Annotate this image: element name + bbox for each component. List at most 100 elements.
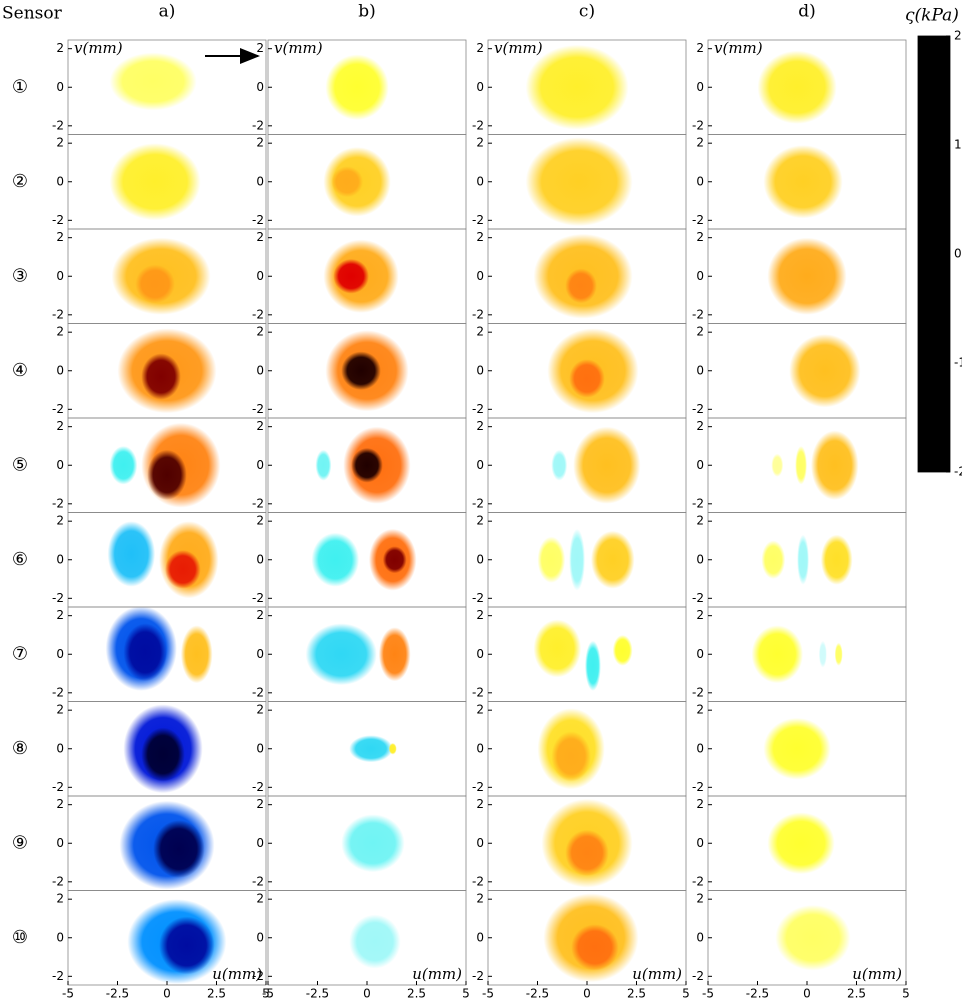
panel: [349, 914, 401, 969]
heat-blob: [349, 914, 401, 969]
y-axis-label: v(mm): [714, 39, 763, 57]
panel-frame: [487, 512, 687, 608]
y-tick-label: 0: [696, 174, 704, 188]
y-tick-label: -2: [52, 685, 64, 699]
y-tick-label: 0: [696, 930, 704, 944]
heat-blob: [569, 359, 605, 398]
heat-blob: [573, 426, 641, 504]
heat-blob: [571, 924, 619, 971]
row-label: ⑧: [12, 738, 28, 759]
y-tick-label: -2: [252, 496, 264, 510]
y-tick-label: 0: [56, 836, 64, 850]
column-label: d): [798, 2, 816, 22]
panel-frame: [267, 512, 467, 608]
panel: [325, 54, 389, 121]
panel: [525, 137, 633, 227]
heat-blob: [761, 540, 786, 580]
heat-blob: [141, 353, 181, 400]
panel: [541, 798, 633, 888]
x-tick-label: 2.5: [847, 987, 866, 1000]
y-tick-label: -2: [52, 969, 64, 983]
y-tick-label: -2: [472, 402, 484, 416]
panel: [771, 430, 859, 500]
y-tick-label: 2: [56, 41, 64, 55]
panel-frame: [707, 417, 907, 513]
row-label: ①: [12, 76, 28, 97]
x-tick-label: 0: [163, 987, 171, 1000]
y-tick-label: 0: [56, 458, 64, 472]
heat-blob: [153, 820, 205, 878]
x-axis-label: u(mm): [412, 965, 462, 983]
heat-blob: [763, 145, 843, 219]
y-tick-label: 2: [256, 419, 264, 433]
heat-blob: [123, 623, 167, 682]
y-tick-label: -2: [52, 874, 64, 888]
row-label: ⑩: [12, 927, 28, 948]
y-tick-label: 0: [256, 174, 264, 188]
x-tick-label: 0: [363, 987, 371, 1000]
y-tick-label: 0: [696, 80, 704, 94]
y-tick-label: 2: [476, 892, 484, 906]
panel: [349, 735, 397, 763]
x-tick-label: 0: [583, 987, 591, 1000]
y-tick-label: 2: [696, 514, 704, 528]
x-tick-label: 0: [803, 987, 811, 1000]
y-tick-label: 0: [56, 174, 64, 188]
panel: [751, 625, 843, 684]
panel: [323, 147, 391, 217]
panel: [537, 708, 605, 790]
heat-blob: [757, 50, 837, 124]
y-tick-label: 0: [476, 363, 484, 377]
panel: [763, 145, 843, 219]
y-tick-label: 0: [696, 363, 704, 377]
x-tick-label: -5: [62, 987, 74, 1000]
y-tick-label: 0: [256, 930, 264, 944]
heat-blob: [180, 625, 213, 684]
x-tick-label: 5: [682, 987, 690, 1000]
y-tick-label: 0: [56, 269, 64, 283]
x-tick-label: 5: [902, 987, 910, 1000]
y-tick-label: 0: [56, 363, 64, 377]
x-tick-label: -2.5: [106, 987, 129, 1000]
y-axis-label: v(mm): [274, 39, 323, 57]
x-tick-label: 2.5: [207, 987, 226, 1000]
y-tick-label: -2: [52, 402, 64, 416]
row-label: ⑤: [12, 454, 28, 475]
heat-blob: [751, 625, 804, 684]
y-tick-label: 0: [696, 269, 704, 283]
y-tick-label: -2: [472, 874, 484, 888]
panel: [123, 704, 203, 794]
heat-blob: [565, 268, 597, 304]
heat-blob: [533, 619, 582, 678]
y-tick-label: -2: [252, 780, 264, 794]
heat-blob: [767, 812, 835, 875]
panel: [763, 717, 831, 780]
panel: [119, 800, 215, 890]
panel: [767, 812, 835, 875]
heat-blob: [810, 430, 859, 500]
heat-blob: [525, 44, 629, 130]
x-axis-label: u(mm): [212, 965, 262, 983]
y-tick-label: -2: [252, 969, 264, 983]
y-tick-label: 2: [476, 41, 484, 55]
y-tick-label: -2: [692, 591, 704, 605]
colorbar-tick-label: 1: [954, 138, 962, 152]
y-tick-label: 0: [476, 836, 484, 850]
panel: [305, 623, 411, 686]
panel: [311, 528, 417, 591]
heat-blob: [795, 445, 807, 485]
x-axis-label: u(mm): [632, 965, 682, 983]
x-tick-label: -2.5: [526, 987, 549, 1000]
y-tick-label: 2: [256, 230, 264, 244]
y-tick-label: 0: [256, 741, 264, 755]
y-tick-label: -2: [472, 496, 484, 510]
panel: [543, 893, 639, 983]
heat-blob: [333, 258, 369, 294]
colorbar: [917, 35, 951, 473]
y-tick-label: 0: [696, 552, 704, 566]
column-label: a): [159, 2, 176, 22]
colorbar-tick-label: 0: [954, 247, 962, 261]
row-label: ⑥: [12, 549, 28, 570]
y-tick-label: 0: [476, 930, 484, 944]
heat-blob: [590, 530, 635, 589]
